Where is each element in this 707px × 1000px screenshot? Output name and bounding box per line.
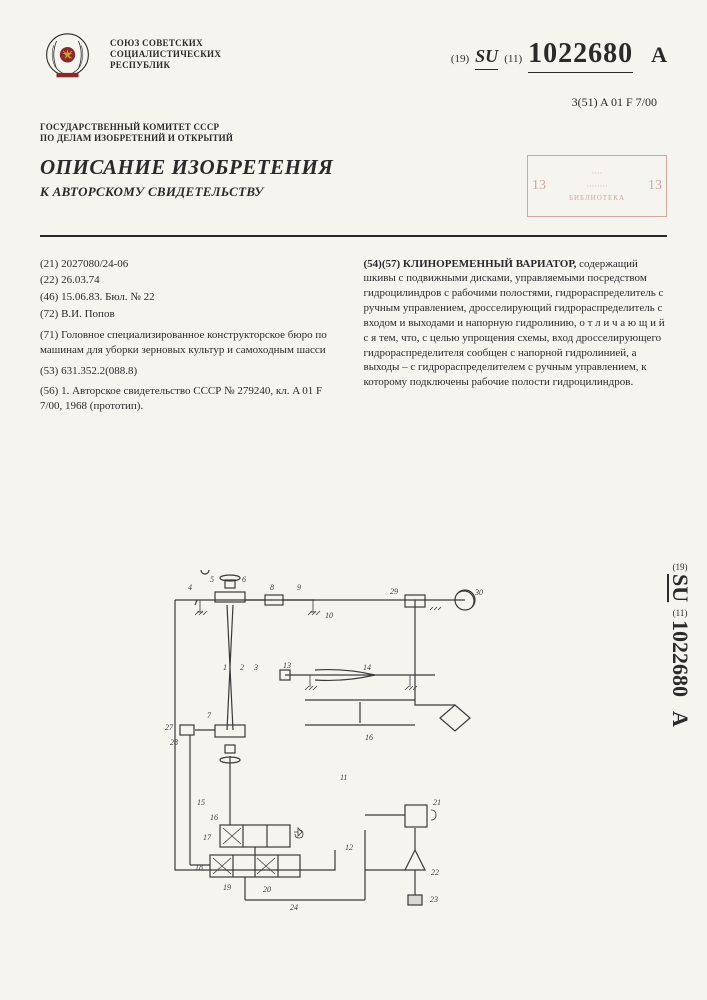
- svg-text:28: 28: [170, 738, 178, 747]
- svg-text:30: 30: [474, 588, 483, 597]
- svg-text:4: 4: [188, 583, 192, 592]
- svg-text:14: 14: [363, 663, 371, 672]
- svg-text:12: 12: [345, 843, 353, 852]
- right-column: (54)(57) КЛИНОРЕМЕННЫЙ ВАРИАТОР, содержа…: [364, 257, 668, 417]
- svg-text:11: 11: [340, 773, 347, 782]
- svg-text:10: 10: [325, 611, 333, 620]
- svg-text:1: 1: [223, 663, 227, 672]
- left-column: (21) 2027080/24-06 (22) 26.03.74 (46) 15…: [40, 257, 344, 417]
- patent-number-side: (19) SU (11) 1022680 A: [667, 560, 693, 727]
- svg-text:6: 6: [242, 575, 246, 584]
- svg-text:16: 16: [365, 733, 373, 742]
- main-title: ОПИСАНИЕ ИЗОБРЕТЕНИЯ: [40, 155, 507, 180]
- svg-text:29: 29: [390, 587, 398, 596]
- committee-label: ГОСУДАРСТВЕННЫЙ КОМИТЕТ СССР ПО ДЕЛАМ ИЗ…: [40, 122, 667, 145]
- union-label: СОЮЗ СОВЕТСКИХ СОЦИАЛИСТИЧЕСКИХ РЕСПУБЛИ…: [110, 30, 221, 70]
- soviet-emblem: [40, 30, 95, 85]
- svg-text:20: 20: [263, 885, 271, 894]
- horizontal-rule: [40, 235, 667, 237]
- svg-text:17: 17: [203, 833, 212, 842]
- svg-text:7: 7: [207, 711, 212, 720]
- svg-text:23: 23: [430, 895, 438, 904]
- svg-text:19: 19: [223, 883, 231, 892]
- patent-figure: 4 5 6 8 9 10 29 30 1 2 3 7 27 28 13 14 1…: [115, 570, 515, 960]
- svg-text:22: 22: [431, 868, 439, 877]
- svg-text:18: 18: [195, 863, 203, 872]
- svg-text:2: 2: [240, 663, 244, 672]
- sub-title: К АВТОРСКОМУ СВИДЕТЕЛЬСТВУ: [40, 184, 507, 200]
- svg-text:16: 16: [210, 813, 218, 822]
- svg-text:3: 3: [253, 663, 258, 672]
- svg-text:15: 15: [197, 798, 205, 807]
- svg-text:8: 8: [270, 583, 274, 592]
- svg-text:27: 27: [165, 723, 174, 732]
- library-stamp: ···· 13 ········ 13 БИБЛИОТЕКА: [527, 155, 667, 217]
- svg-text:9: 9: [297, 583, 301, 592]
- svg-text:5: 5: [210, 575, 214, 584]
- svg-text:13: 13: [283, 661, 291, 670]
- classification-code: 3(51) A 01 F 7/00: [40, 95, 667, 110]
- svg-text:21: 21: [433, 798, 441, 807]
- svg-text:24: 24: [290, 903, 298, 912]
- body-columns: (21) 2027080/24-06 (22) 26.03.74 (46) 15…: [40, 257, 667, 417]
- patent-number-top: (19) SU (11) 1022680 A: [451, 30, 667, 73]
